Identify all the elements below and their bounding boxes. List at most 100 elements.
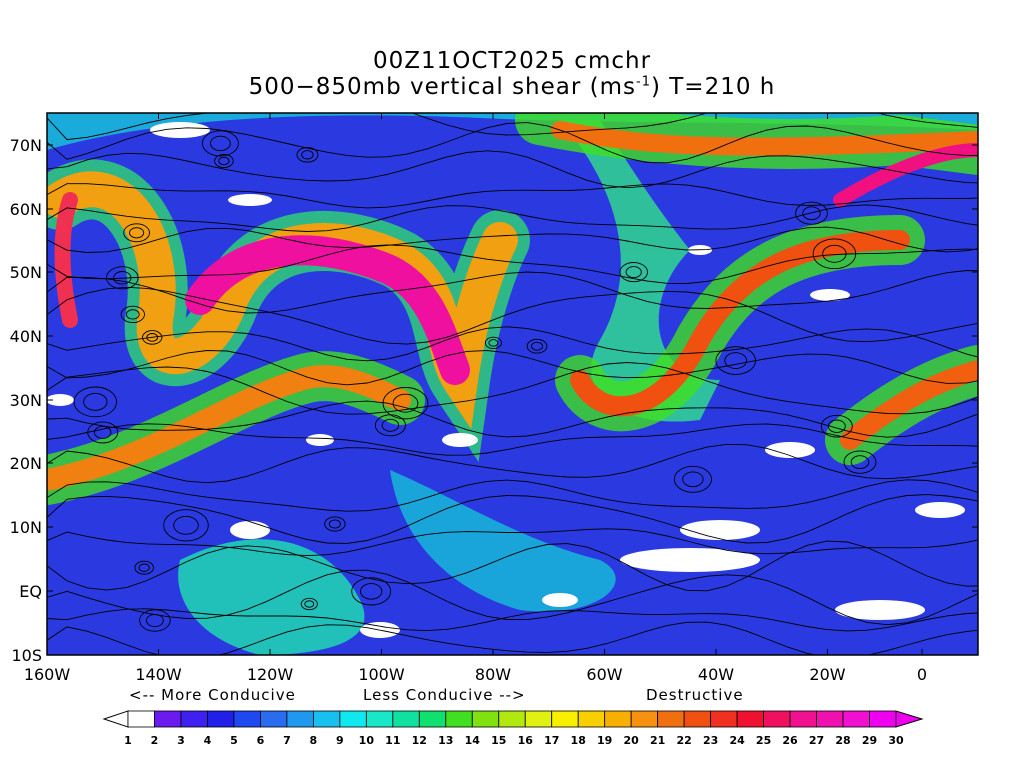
- lon-label: 80W: [475, 665, 511, 684]
- color-bar-tick-label: 4: [204, 734, 212, 747]
- color-bar-labels: 1 2 3 4 5 6 7 8 9 10 11 12 13 14 15 16 17 18 19 20 21 22 23 24 2…: [124, 734, 904, 747]
- color-bar-tick-label: 1: [124, 734, 132, 747]
- color-bar-cell: [260, 710, 288, 728]
- color-bar-tick-label: 16: [518, 734, 534, 747]
- streamline-eddy: [113, 271, 132, 285]
- streamline-eddy: [83, 392, 108, 411]
- streamline-eddy: [724, 352, 748, 369]
- latitude-labels: 70N 60N 50N 40N 30N 20N 10N EQ 10S: [10, 136, 42, 665]
- streamline-eddy: [139, 609, 171, 632]
- lon-label: 40W: [698, 665, 734, 684]
- lat-label: 40N: [10, 327, 42, 346]
- color-bar-cell: [551, 710, 579, 728]
- color-bar-tick-label: 29: [862, 734, 877, 747]
- streamline-eddy: [93, 425, 112, 439]
- streamline-eddy: [142, 330, 163, 345]
- color-bar-cell: [816, 710, 844, 728]
- streamline-eddy: [360, 583, 383, 600]
- color-bar-tick-label: 13: [438, 734, 453, 747]
- lon-label: 60W: [586, 665, 622, 684]
- color-bar-cell: [180, 710, 208, 728]
- streamline-eddy: [218, 156, 230, 166]
- streamline-eddy: [106, 266, 139, 290]
- color-bar-cell: [498, 710, 526, 728]
- color-bar-tick-label: 9: [336, 734, 344, 747]
- streamline: [47, 540, 978, 592]
- color-bar-tick-label: 24: [729, 734, 745, 747]
- streamline-eddy: [812, 238, 857, 270]
- lon-label: 140W: [135, 665, 182, 684]
- streamline: [47, 244, 978, 284]
- streamline: [47, 443, 978, 484]
- color-bar-cell: [763, 710, 791, 728]
- color-bar-tick-label: 5: [230, 734, 238, 747]
- color-bar-tick-label: 20: [624, 734, 640, 747]
- streamline-eddy: [381, 418, 400, 432]
- streamline-eddy: [850, 455, 870, 469]
- color-bar-cell: [339, 710, 367, 728]
- lat-label: 20N: [10, 454, 42, 473]
- streamline-eddy: [146, 613, 164, 628]
- low-shear-patches: [47, 122, 965, 638]
- color-bar-tick-label: 18: [571, 734, 586, 747]
- streamline-eddy: [123, 223, 150, 243]
- streamline-eddy: [531, 341, 543, 351]
- color-bar-cell: [418, 710, 447, 728]
- color-bar-cell: [657, 710, 685, 728]
- color-bar-cell: [207, 710, 235, 728]
- streamline-eddy: [87, 421, 119, 444]
- streamline-eddy: [214, 154, 234, 168]
- color-bar-tick-label: 27: [809, 734, 824, 747]
- streamline-eddy: [129, 227, 145, 239]
- color-bar-tick-label: 8: [310, 734, 318, 747]
- streamline-eddy: [795, 201, 828, 225]
- color-bar-tick-label: 7: [283, 734, 291, 747]
- jet-streams: [47, 113, 978, 505]
- streamline-eddy: [328, 519, 341, 529]
- streamline-eddy: [802, 206, 821, 221]
- lat-label: EQ: [19, 582, 42, 601]
- color-bar-tick-label: 6: [257, 734, 265, 747]
- streamline-eddy: [324, 516, 346, 532]
- color-bar-cell: [312, 710, 341, 728]
- streamline-eddy: [300, 597, 318, 611]
- subtitle-prefix: 500−850mb vertical shear (ms: [248, 74, 636, 100]
- streamline: [47, 479, 978, 512]
- map-frame: [46, 112, 979, 656]
- color-bar-tick-label: 17: [544, 734, 559, 747]
- color-bar-cell: [842, 710, 870, 728]
- streamline: [47, 569, 978, 626]
- streamline-eddy: [715, 346, 756, 375]
- streamline-eddy: [351, 577, 392, 606]
- color-bar-tick-label: 21: [650, 734, 665, 747]
- longitude-labels: 160W 140W 120W 100W 80W 60W 40W 20W 0: [24, 665, 927, 684]
- streamline: [47, 226, 978, 253]
- color-bar-cell: [154, 710, 182, 728]
- color-bar-tick-label: 11: [385, 734, 400, 747]
- color-bar-tick-label: 10: [359, 734, 375, 747]
- streamline: [47, 423, 978, 456]
- streamline-eddy: [827, 419, 846, 433]
- streamline-eddy: [134, 560, 154, 575]
- color-bar-cell: [127, 710, 155, 728]
- subtitle-unit-exponent: -1: [636, 74, 651, 90]
- streamline: [47, 270, 978, 314]
- streamline-eddy: [619, 262, 648, 283]
- color-bar-tick-label: 15: [491, 734, 506, 747]
- color-bar-low-arrow: [102, 710, 129, 728]
- lon-label: 100W: [358, 665, 405, 684]
- color-bar-cell: [524, 710, 553, 728]
- streamline-eddy: [210, 135, 231, 152]
- streamline-eddy: [488, 339, 499, 347]
- color-bar-cell: [445, 710, 473, 728]
- streamline-eddy: [73, 386, 118, 418]
- color-bar-cell: [286, 710, 314, 728]
- axis-ticks: [46, 113, 978, 656]
- lat-label: 30N: [10, 391, 42, 410]
- color-bar-cells: [102, 710, 924, 728]
- streamline: [47, 122, 978, 164]
- lon-label: 160W: [24, 665, 71, 684]
- color-bar-tick-label: 25: [756, 734, 771, 747]
